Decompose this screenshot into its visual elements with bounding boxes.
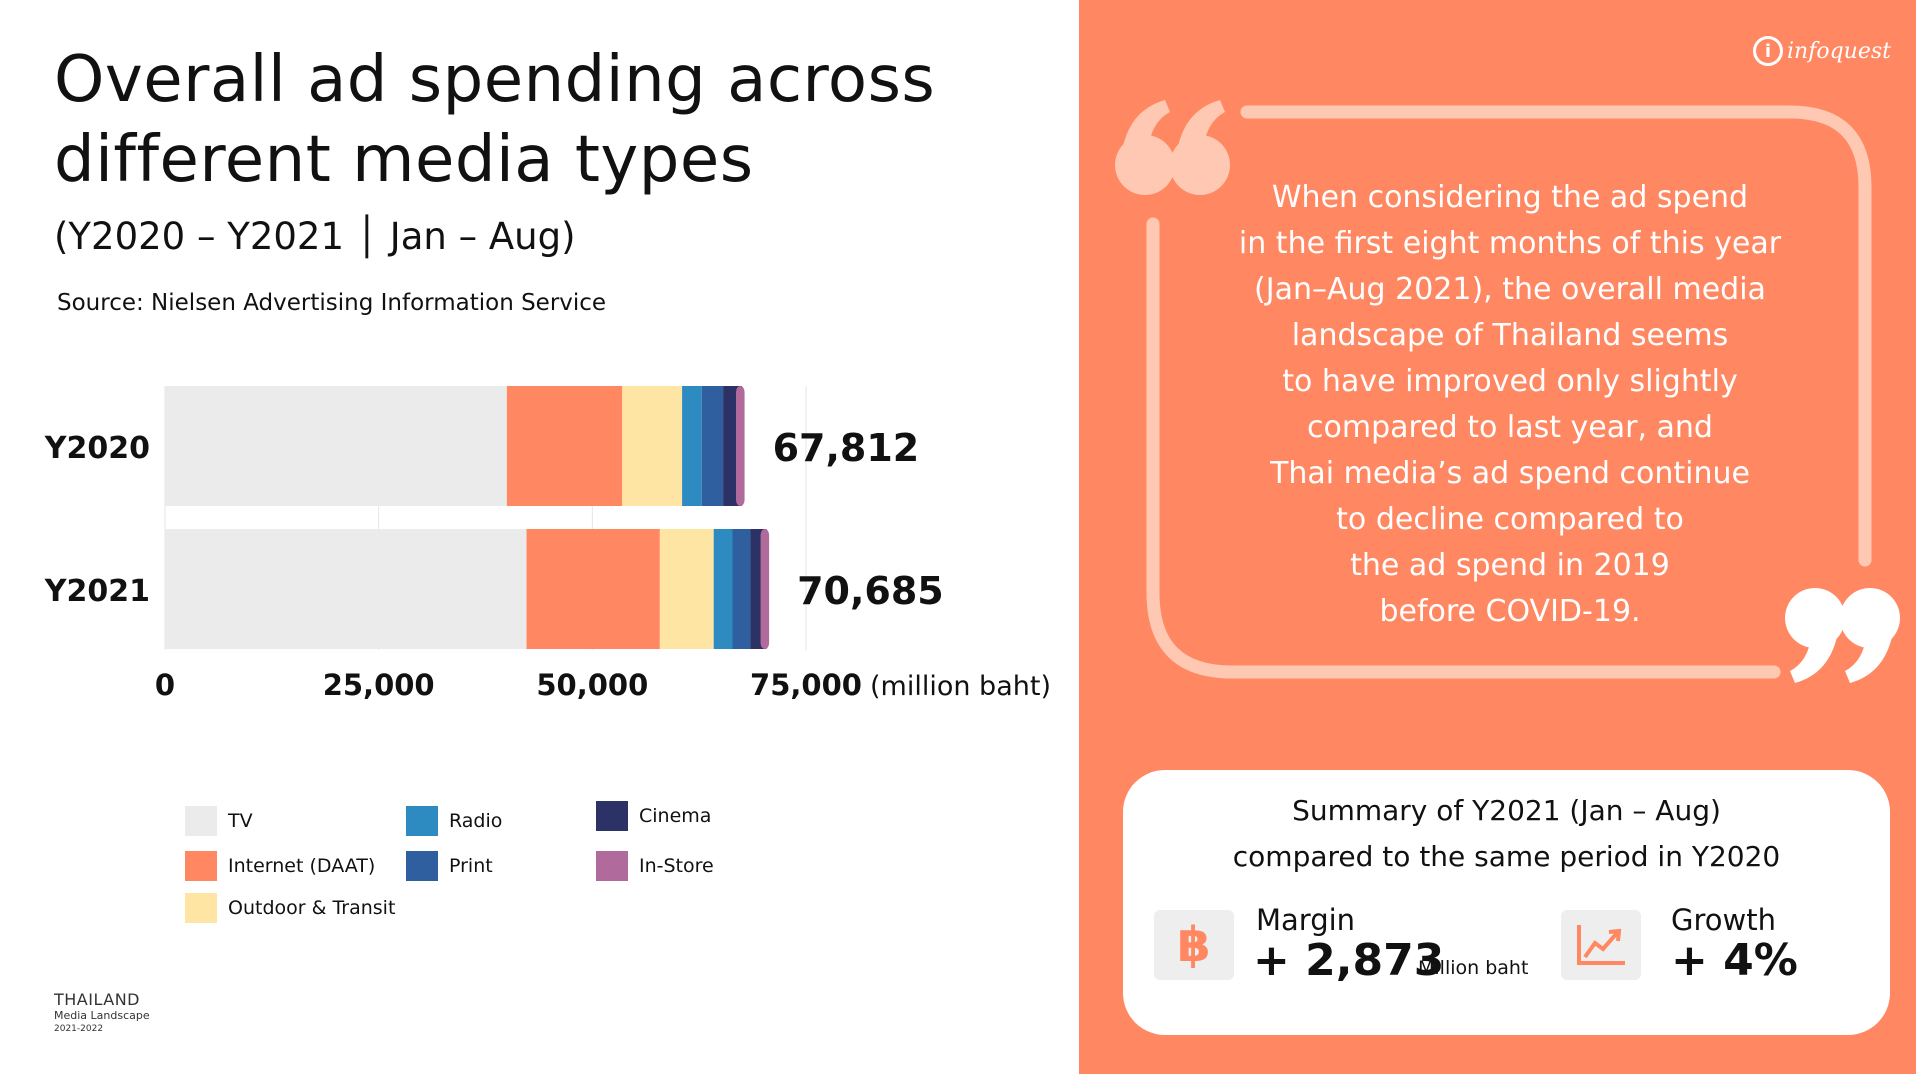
legend-swatch-outdoor (185, 893, 217, 923)
open-quote-icon (1115, 100, 1230, 195)
legend-item-radio: Radio (406, 806, 502, 836)
summary-title-line-1: Summary of Y2021 (Jan – Aug) (1292, 794, 1721, 827)
legend-swatch-tv (185, 806, 217, 836)
legend-label-print: Print (449, 855, 493, 877)
bar-segment (713, 529, 733, 649)
quote-line: in the first eight months of this year (1238, 226, 1782, 261)
title-line-1: Overall ad spending across (54, 43, 936, 117)
quote-line: (Jan–Aug 2021), the overall media (1254, 272, 1766, 307)
x-tick-label: 50,000 (536, 668, 648, 702)
bar-segment (659, 529, 714, 649)
bar-segment (732, 529, 751, 649)
info-icon: i (1753, 36, 1783, 66)
bar-segment (736, 386, 745, 506)
bar-segment (682, 386, 702, 506)
legend-label-outdoor: Outdoor & Transit (228, 897, 396, 919)
bar-segment (701, 386, 724, 506)
legend-label-in-store: In-Store (639, 855, 714, 877)
quote-line: compared to last year, and (1307, 410, 1713, 445)
growth-label: Growth (1671, 903, 1776, 937)
legend-label-tv: TV (228, 810, 253, 832)
bar-segment (760, 529, 770, 649)
close-quote-icon (1785, 588, 1900, 683)
legend-item-in-store: In-Store (596, 851, 714, 881)
legend-item-outdoor: Outdoor & Transit (185, 893, 395, 923)
bar-segment (526, 529, 660, 649)
brand-footer: THAILAND Media Landscape 2021-2022 (54, 990, 150, 1034)
legend-item-cinema: Cinema (596, 801, 711, 831)
page-title: Overall ad spending across different med… (54, 40, 1054, 200)
margin-label: Margin (1256, 903, 1356, 937)
infoquest-logo: i infoquest (1753, 36, 1891, 66)
brand-line-3: 2021-2022 (54, 1024, 104, 1034)
legend-label-internet: Internet (DAAT) (228, 855, 376, 877)
category-label: Y2020 (44, 431, 150, 466)
baht-icon: ฿ (1154, 910, 1234, 980)
quote-line: When considering the ad spend (1271, 180, 1749, 215)
quote-line: to have improved only slightly (1282, 364, 1738, 399)
stacked-bar-chart: Y2020 67,812 Y2021 70,685 0 25,000 50,000 75,00… (44, 386, 1051, 702)
x-axis-label: (million baht) (870, 671, 1051, 702)
growth-value: + 4% (1671, 935, 1798, 986)
quote-line: the ad spend in 2019 (1350, 548, 1670, 583)
page-subtitle: (Y2020 – Y2021 │ Jan – Aug) (54, 215, 576, 258)
total-label: 70,685 (797, 569, 944, 613)
growth-chart-icon (1561, 910, 1641, 980)
x-tick-label: 25,000 (323, 668, 435, 702)
legend-swatch-radio (406, 806, 438, 836)
left-panel: Overall ad spending across different med… (43, 40, 1054, 1034)
summary-title: Summary of Y2021 (Jan – Aug) compared to… (1123, 788, 1890, 880)
x-tick-label: 0 (155, 668, 175, 702)
quote-line: landscape of Thailand seems (1291, 318, 1729, 353)
brand-line-1: THAILAND (54, 990, 140, 1009)
growth-chart-glyph (1577, 925, 1625, 965)
bar-segment (506, 386, 623, 506)
legend-swatch-print (406, 851, 438, 881)
legend-swatch-in-store (596, 851, 628, 881)
bar-segment (622, 386, 683, 506)
quote-frame-border (1146, 105, 1872, 679)
bar-segment (165, 386, 507, 506)
title-line-2: different media types (54, 123, 754, 197)
quote-text: When considering the ad spend in the fir… (1200, 175, 1820, 635)
margin-value: + 2,873 (1253, 935, 1445, 986)
brand-line-2: Media Landscape (54, 1009, 150, 1022)
bar-segment (165, 529, 527, 649)
baht-symbol: ฿ (1177, 917, 1211, 973)
legend-item-internet: Internet (DAAT) (185, 851, 375, 881)
legend-label-cinema: Cinema (639, 805, 712, 827)
legend-label-radio: Radio (449, 810, 503, 832)
quote-line: Thai media’s ad spend continue (1270, 456, 1750, 491)
quote-line: to decline compared to (1336, 502, 1684, 537)
total-label: 67,812 (773, 426, 920, 470)
legend-item-tv: TV (185, 806, 253, 836)
x-tick-label: 75,000 (750, 668, 862, 702)
summary-title-line-2: compared to the same period in Y2020 (1232, 840, 1781, 873)
quote-line: before COVID-19. (1379, 594, 1641, 629)
legend-swatch-cinema (596, 801, 628, 831)
source-note: Source: Nielsen Advertising Information … (57, 290, 607, 316)
legend-item-print: Print (406, 851, 493, 881)
category-label: Y2021 (44, 574, 150, 609)
logo-text: infoquest (1787, 38, 1891, 64)
legend-swatch-internet (185, 851, 217, 881)
summary-card: Summary of Y2021 (Jan – Aug) compared to… (1123, 770, 1890, 1035)
margin-unit: Million baht (1418, 957, 1529, 979)
